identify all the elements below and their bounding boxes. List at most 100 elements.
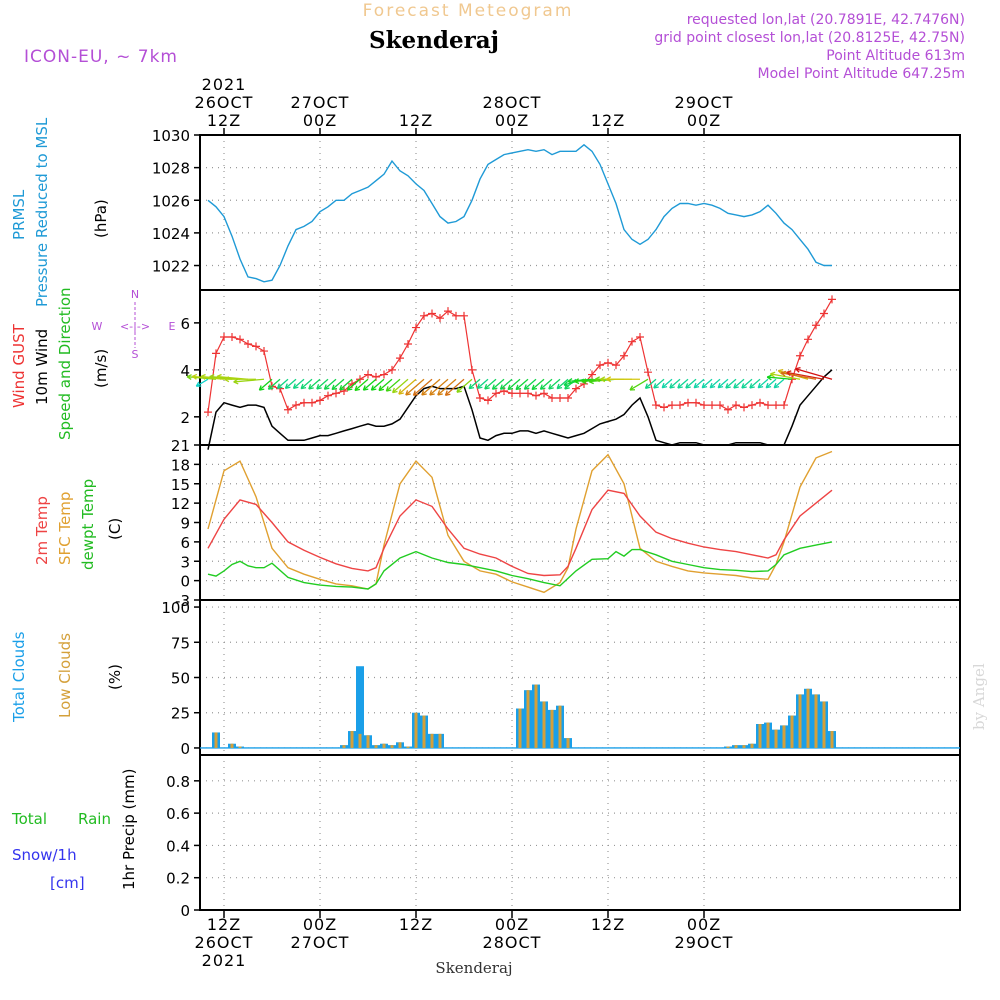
model-altitude: Model Point Altitude 647.25m: [758, 66, 965, 82]
wind-arrow: [405, 378, 425, 396]
wind-arrow-head: [391, 387, 398, 394]
wind-arrow: [370, 378, 385, 391]
wind-arrow-head: [292, 383, 299, 389]
low-cloud-bar: [550, 709, 554, 748]
low-cloud-bar: [230, 743, 234, 748]
gust-marker: [548, 394, 556, 403]
plot-layer: 10221024102610281030246-3036912151821025…: [152, 75, 961, 970]
y-tick-label: 4: [180, 362, 190, 380]
compass-s: S: [132, 348, 139, 361]
top-time-label: 12Z: [399, 111, 433, 130]
wind-direction-label: Speed and Direction: [56, 287, 74, 440]
low-cloud-bar: [438, 733, 442, 748]
y-tick-label: 100: [161, 599, 190, 617]
total-rain-label-total: Total: [11, 810, 47, 828]
gust-marker: [356, 375, 364, 384]
wind-arrow-head: [594, 376, 600, 383]
y-tick-label: 75: [171, 634, 190, 652]
wind-arrow-head: [765, 382, 772, 389]
wind-arrow: [413, 378, 433, 396]
gust-marker: [772, 401, 780, 410]
gust-marker: [532, 391, 540, 400]
wind-arrow-head: [709, 382, 716, 389]
wind-arrow-head: [346, 385, 353, 391]
wind-arrow: [725, 378, 737, 389]
y-tick-label: 9: [180, 515, 190, 533]
wind-arrow: [677, 378, 689, 389]
wind-arrow: [268, 378, 281, 390]
gust-marker: [228, 332, 236, 341]
gust-marker: [324, 391, 332, 400]
wind-arrow: [693, 378, 705, 389]
bottom-time-label: 12Z: [207, 915, 241, 934]
wind-arrow: [767, 376, 793, 380]
y-tick-label: 1030: [152, 127, 190, 145]
wind-arrow: [741, 378, 753, 389]
gust-marker: [236, 335, 244, 344]
wind-arrow: [540, 378, 553, 390]
wind-arrow: [300, 378, 313, 390]
low-cloud-bar: [782, 725, 786, 748]
compass-e: E: [169, 320, 176, 333]
low-cloud-bar: [390, 745, 394, 748]
gust-marker: [308, 398, 316, 407]
wind-arrow: [354, 378, 369, 391]
top-time-label: 00Z: [495, 111, 529, 130]
wind-arrow: [398, 378, 417, 395]
wind-arrow: [661, 378, 673, 389]
low-cloud-bar: [398, 742, 402, 748]
wind-arrow-head: [766, 374, 773, 381]
wind-arrow-head: [323, 384, 330, 390]
gust-marker: [804, 335, 812, 344]
compass-n: N: [131, 288, 139, 301]
gust-marker: [492, 389, 500, 398]
wind-arrow-head: [354, 385, 361, 392]
gust-marker: [716, 401, 724, 410]
y-tick-label: 2: [180, 409, 190, 427]
wind-arrow: [258, 378, 273, 391]
wind-arrow: [192, 375, 225, 380]
gust-marker: [700, 401, 708, 410]
gust-marker: [740, 403, 748, 412]
gust-marker: [660, 403, 668, 412]
wind-arrow-head: [216, 373, 222, 380]
total-cloud-bar: [356, 666, 364, 748]
gust-marker: [420, 311, 428, 320]
wind-arrow-head: [693, 382, 700, 389]
low-cloud-bar: [518, 708, 522, 748]
wind-arrow-head: [276, 383, 283, 389]
gust-marker: [708, 401, 716, 410]
dewpt-line: [207, 541, 833, 590]
y-tick-label: 1026: [152, 192, 190, 210]
low-cloud-bar: [822, 701, 826, 748]
wind-arrow-head: [405, 390, 411, 396]
top-time-label: 12Z: [591, 111, 625, 130]
y-tick-label: 0.8: [166, 773, 190, 791]
gust-marker: [508, 389, 516, 398]
requested-coords: requested lon,lat (20.7891E, 42.7476N): [687, 12, 965, 28]
wind-arrow-head: [421, 390, 427, 396]
wind-arrow: [484, 378, 497, 390]
y-tick-label: 1028: [152, 160, 190, 178]
wind-arrow: [556, 378, 569, 390]
low-cloud-bar: [414, 712, 418, 748]
credit-label: by Angel: [970, 663, 988, 730]
total-rain-label-rain: Rain: [78, 810, 111, 828]
wind-arrow-head: [200, 373, 206, 380]
wind-arrow: [786, 371, 825, 380]
wind-arrow: [293, 378, 305, 389]
temp-unit: (C): [106, 518, 124, 540]
model-label: ICON-EU, ~ 7km: [24, 47, 178, 67]
wind-arrow-head: [588, 378, 594, 385]
gust-marker: [316, 396, 324, 405]
wind-arrow: [324, 378, 337, 390]
gust-marker: [476, 394, 484, 403]
gust-marker: [468, 365, 476, 374]
low-cloud-bar: [350, 731, 354, 748]
y-tick-label: 50: [171, 670, 190, 688]
wind-arrow-head: [308, 384, 314, 390]
wind10m-label: 10m Wind: [33, 329, 51, 405]
low-cloud-bar: [566, 738, 570, 748]
wind-arrow-head: [444, 390, 451, 396]
gust-marker: [668, 401, 676, 410]
